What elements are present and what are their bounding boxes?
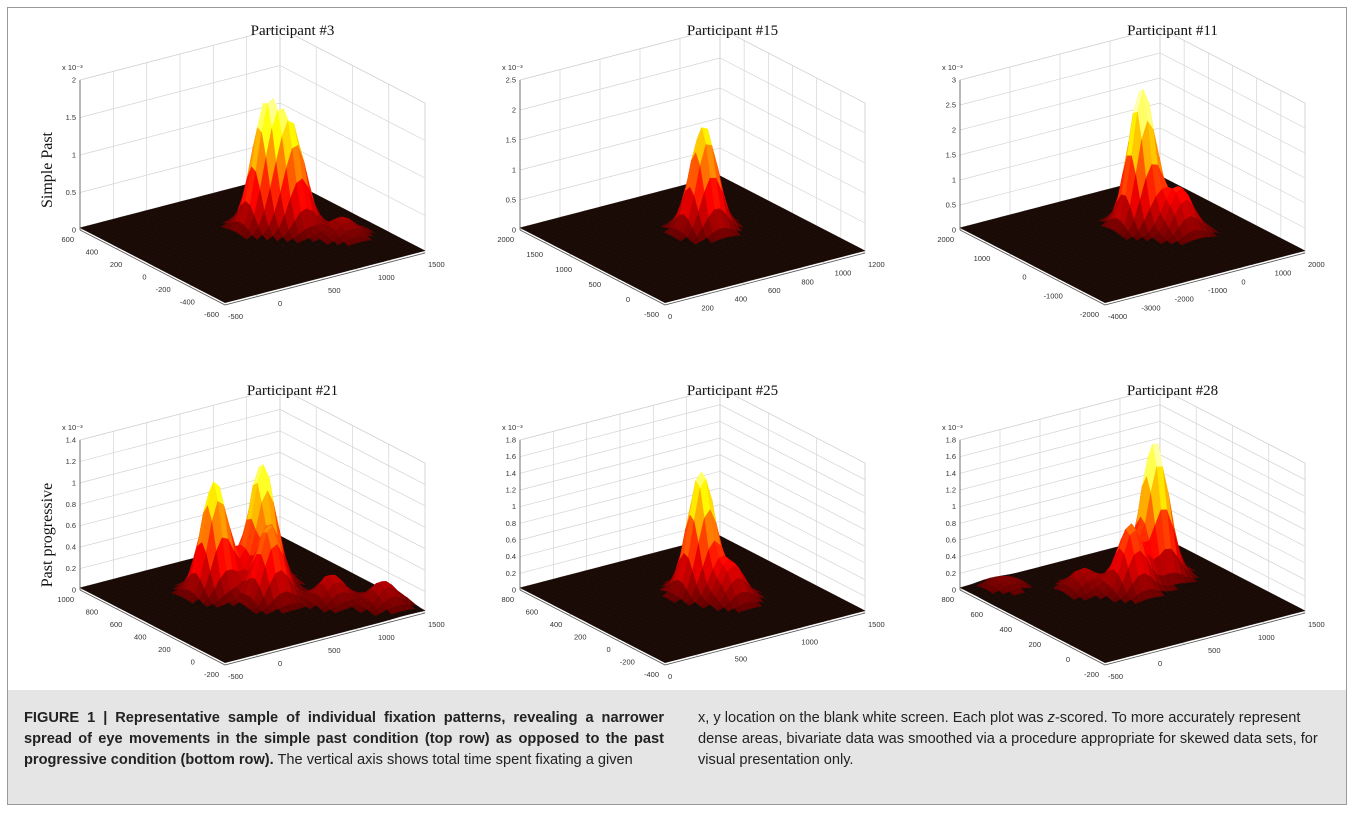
z-tick-label: 0 <box>72 226 76 235</box>
plot-title: Participant #11 <box>1127 23 1218 39</box>
y-axis-line <box>79 229 226 306</box>
z-multiplier-label: x 10⁻³ <box>62 63 83 72</box>
y-tick-label: 800 <box>86 608 99 617</box>
plot-title: Participant #21 <box>247 383 338 399</box>
z-tick-label: 2 <box>72 76 76 85</box>
z-tick-label: 0.6 <box>66 521 76 530</box>
z-tick-label: 0 <box>512 226 516 235</box>
y-tick-label: 0 <box>191 658 195 667</box>
x-tick-label: -500 <box>228 672 243 681</box>
y-tick-label: 400 <box>134 633 147 642</box>
surface-mesh <box>79 97 426 304</box>
z-tick-label: 1.5 <box>946 151 956 160</box>
x-tick-label: 0 <box>278 659 282 668</box>
y-tick-label: 1000 <box>974 254 991 263</box>
x-tick-label: -1000 <box>1208 286 1227 295</box>
y-tick-label: 400 <box>86 248 99 257</box>
y-tick-label: 0 <box>1022 273 1026 282</box>
x-tick-label: 1000 <box>835 269 852 278</box>
y-tick-label: 1000 <box>57 595 74 604</box>
y-tick-label: -1000 <box>1044 291 1063 300</box>
z-tick-label: 0.5 <box>66 188 76 197</box>
x-tick-label: 400 <box>735 295 748 304</box>
surface-mesh <box>519 127 866 304</box>
z-tick-label: 2.5 <box>506 76 516 85</box>
x-tick-label: 1500 <box>428 620 445 629</box>
y-tick-label: 1500 <box>526 250 543 259</box>
z-tick-label: 1.5 <box>66 113 76 122</box>
z-tick-label: 1.4 <box>66 436 76 445</box>
x-tick-label: 200 <box>701 303 714 312</box>
x-tick-label: 0 <box>278 299 282 308</box>
surface-plot-1: 0 0.5 1 1.5 2 x 10⁻³ 600 400 200 0 -200 -400 -600 -50… <box>61 23 444 321</box>
plot-title: Participant #3 <box>251 23 335 39</box>
plot-title: Participant #15 <box>687 23 778 39</box>
z-tick-label: 0.2 <box>66 564 76 573</box>
surface-plot-3: 0 0.5 1 1.5 2 2.5 3 x 10⁻³ 2000 1000 0 -1000 -2000 -4… <box>937 23 1324 321</box>
z-tick-label: 0.5 <box>506 196 516 205</box>
z-tick-label: 1 <box>72 151 76 160</box>
x-tick-label: 800 <box>801 277 814 286</box>
surface-plot-2: 0 0.5 1 1.5 2 2.5 x 10⁻³ 2000 1500 1000 500 0 -500 0 2… <box>497 23 884 321</box>
z-tick-label: 2 <box>952 126 956 135</box>
z-multiplier-label: x 10⁻³ <box>942 63 963 72</box>
y-tick-label: -600 <box>204 310 219 319</box>
z-tick-label: 1.2 <box>66 457 76 466</box>
z-multiplier-label: x 10⁻³ <box>502 63 523 72</box>
surface-plot-4: 0 0.2 0.4 0.6 0.8 1 1.2 1.4 x 10⁻³ 1000 800 600 400 2… <box>57 383 444 681</box>
x-tick-label: -4000 <box>1108 312 1127 321</box>
z-tick-label: 2.5 <box>946 101 956 110</box>
x-tick-label: 0 <box>668 312 672 321</box>
y-tick-label: -400 <box>180 298 195 307</box>
x-axis-line <box>224 252 426 306</box>
y-tick-label: 600 <box>110 620 123 629</box>
z-tick-label: 1.5 <box>506 136 516 145</box>
x-tick-label: 1000 <box>378 273 395 282</box>
y-tick-label: 500 <box>588 280 601 289</box>
z-tick-label: 1 <box>952 176 956 185</box>
x-tick-label: 1000 <box>378 633 395 642</box>
x-axis-line <box>664 252 866 306</box>
x-tick-label: 500 <box>328 646 341 655</box>
x-tick-label: -3000 <box>1141 303 1160 312</box>
x-tick-label: 1200 <box>868 260 885 269</box>
y-tick-label: 600 <box>61 235 74 244</box>
z-tick-label: 0.8 <box>66 500 76 509</box>
x-tick-label: -500 <box>228 312 243 321</box>
z-tick-label: 2 <box>512 106 516 115</box>
x-tick-label: 500 <box>328 286 341 295</box>
z-tick-label: 3 <box>952 76 956 85</box>
x-tick-label: -2000 <box>1175 295 1194 304</box>
z-tick-label: 0 <box>72 586 76 595</box>
y-tick-label: 2000 <box>497 235 514 244</box>
z-tick-label: 1 <box>72 478 76 487</box>
z-tick-label: 0.4 <box>66 543 76 552</box>
z-tick-label: 0 <box>952 226 956 235</box>
x-tick-label: 2000 <box>1308 260 1325 269</box>
z-tick-label: 1 <box>512 166 516 175</box>
surface-patch <box>220 298 232 304</box>
y-tick-label: 200 <box>158 645 171 654</box>
y-tick-label: -200 <box>204 670 219 679</box>
y-tick-label: 2000 <box>937 235 954 244</box>
y-tick-label: 0 <box>626 295 630 304</box>
y-tick-label: -2000 <box>1080 310 1099 319</box>
x-tick-label: 600 <box>768 286 781 295</box>
z-tick-label: 0.5 <box>946 201 956 210</box>
y-tick-label: -500 <box>644 310 659 319</box>
x-tick-label: 1000 <box>1275 269 1292 278</box>
y-tick-label: 0 <box>142 273 146 282</box>
y-tick-label: 200 <box>110 260 123 269</box>
z-multiplier-label: x 10⁻³ <box>62 423 83 432</box>
surface-plot-5: 00.20.40.60.811.21.41.61.8x 10⁻³80060040… <box>501 383 884 681</box>
y-tick-label: -200 <box>156 285 171 294</box>
y-axis-line <box>519 229 666 306</box>
x-tick-label: 1500 <box>428 260 445 269</box>
x-tick-label: 0 <box>1241 277 1245 286</box>
y-tick-label: 1000 <box>555 265 572 274</box>
